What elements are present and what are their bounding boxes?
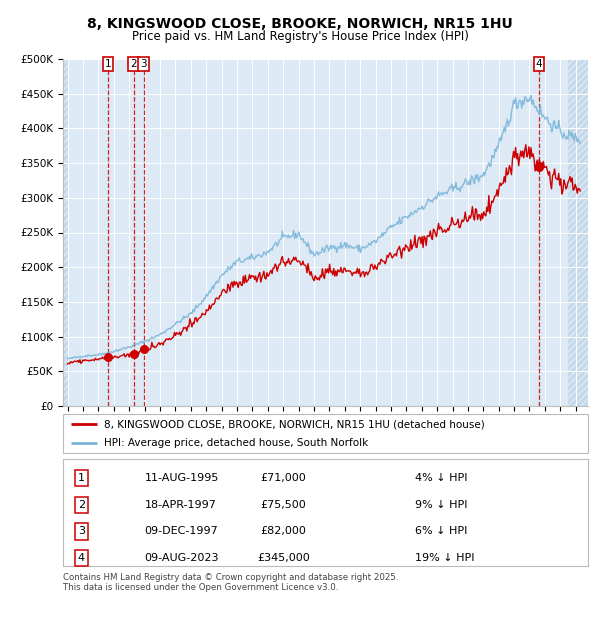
Text: 1: 1 [78, 473, 85, 483]
Text: 9% ↓ HPI: 9% ↓ HPI [415, 500, 467, 510]
FancyBboxPatch shape [63, 459, 588, 566]
Text: 3: 3 [140, 59, 147, 69]
Text: 4% ↓ HPI: 4% ↓ HPI [415, 473, 467, 483]
Text: 18-APR-1997: 18-APR-1997 [145, 500, 216, 510]
Bar [568, 59, 588, 406]
Text: £82,000: £82,000 [260, 526, 307, 536]
Text: £71,000: £71,000 [260, 473, 307, 483]
Text: 8, KINGSWOOD CLOSE, BROOKE, NORWICH, NR15 1HU (detached house): 8, KINGSWOOD CLOSE, BROOKE, NORWICH, NR1… [104, 419, 485, 429]
FancyBboxPatch shape [63, 414, 588, 453]
Text: 19% ↓ HPI: 19% ↓ HPI [415, 553, 474, 563]
Text: 3: 3 [78, 526, 85, 536]
Text: 09-DEC-1997: 09-DEC-1997 [145, 526, 218, 536]
Text: 2: 2 [130, 59, 137, 69]
Bar [63, 59, 68, 406]
Text: £345,000: £345,000 [257, 553, 310, 563]
Text: 2: 2 [78, 500, 85, 510]
Text: £75,500: £75,500 [260, 500, 307, 510]
Text: 8, KINGSWOOD CLOSE, BROOKE, NORWICH, NR15 1HU: 8, KINGSWOOD CLOSE, BROOKE, NORWICH, NR1… [87, 17, 513, 32]
Text: HPI: Average price, detached house, South Norfolk: HPI: Average price, detached house, Sout… [104, 438, 368, 448]
Text: 1: 1 [104, 59, 111, 69]
Text: Contains HM Land Registry data © Crown copyright and database right 2025.: Contains HM Land Registry data © Crown c… [63, 573, 398, 582]
Text: 6% ↓ HPI: 6% ↓ HPI [415, 526, 467, 536]
Text: Price paid vs. HM Land Registry's House Price Index (HPI): Price paid vs. HM Land Registry's House … [131, 30, 469, 43]
Text: 4: 4 [536, 59, 542, 69]
Text: 4: 4 [78, 553, 85, 563]
Text: This data is licensed under the Open Government Licence v3.0.: This data is licensed under the Open Gov… [63, 583, 338, 592]
Text: 09-AUG-2023: 09-AUG-2023 [145, 553, 219, 563]
Text: 11-AUG-1995: 11-AUG-1995 [145, 473, 219, 483]
